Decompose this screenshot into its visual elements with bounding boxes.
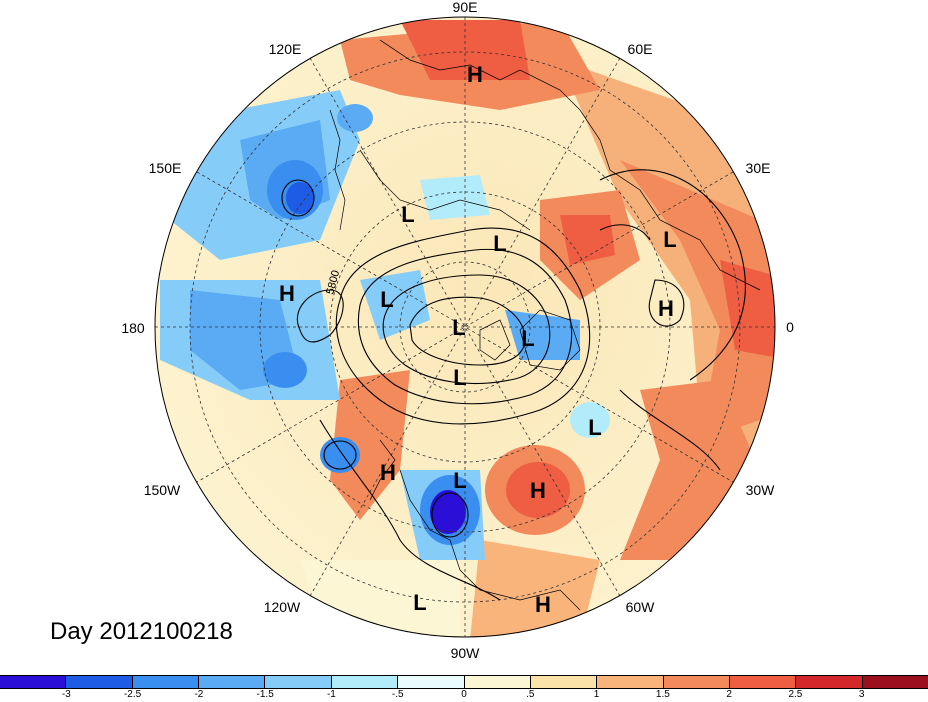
pressure-center-marker: H [535, 592, 551, 617]
lon-label-90w: 90W [451, 645, 481, 661]
anomaly-field [155, 17, 775, 637]
pressure-center-marker: L [452, 315, 465, 340]
pressure-center-marker: L [521, 326, 534, 351]
pressure-center-marker: H [380, 460, 396, 485]
colorbar-tick-label: 2 [726, 689, 732, 700]
colorbar-tick-label: -1.5 [256, 689, 274, 700]
colorbar-cell [530, 676, 598, 688]
colorbar-tick-label: -2 [194, 689, 204, 700]
colorbar-cell [663, 676, 730, 688]
colorbar-tick-label: -3 [61, 689, 71, 700]
pressure-center-marker: H [530, 478, 546, 503]
colorbar-cell [0, 676, 67, 688]
pressure-centers: H L L L H H L L L L L H L H L H [279, 62, 677, 617]
pressure-center-marker: L [663, 227, 676, 252]
pressure-center-marker: L [401, 202, 414, 227]
date-label: Day 2012100218 [50, 618, 233, 645]
colorbar [0, 675, 928, 689]
lon-label-60e: 60E [628, 41, 653, 57]
colorbar-cell [862, 676, 928, 688]
colorbar-tick-label: 1.5 [655, 689, 670, 700]
colorbar-cell [796, 676, 863, 688]
colorbar-tick-label: 0 [461, 689, 467, 700]
pressure-center-marker: H [467, 62, 483, 87]
colorbar-tick-label: 3 [858, 689, 865, 700]
colorbar-tick-label: .5 [526, 689, 535, 700]
colorbar-cell [464, 676, 531, 688]
colorbar-tick-label: 1 [593, 689, 600, 700]
pressure-center-marker: L [588, 415, 601, 440]
colorbar-tick-label: 2.5 [788, 689, 803, 700]
pressure-center-marker: H [279, 281, 295, 306]
colorbar-cell [331, 676, 399, 688]
lon-label-150w: 150W [144, 482, 181, 498]
height-contours [281, 169, 746, 601]
pressure-center-marker: L [453, 468, 466, 493]
colorbar-cell [398, 676, 465, 688]
lon-label-60w: 60W [626, 599, 656, 615]
pressure-center-marker: L [493, 231, 506, 256]
lon-label-120e: 120E [269, 41, 302, 57]
colorbar-cell [132, 676, 200, 688]
pressure-center-marker: L [453, 365, 466, 390]
colorbar-cell [597, 676, 664, 688]
pressure-center-marker: L [413, 590, 426, 615]
colorbar-tick-label: -.5 [391, 689, 404, 700]
colorbar-cell [199, 676, 266, 688]
colorbar-tick-labels: -3 -2.5 -2 -1.5 -1 -.5 0 .5 1 1.5 2 2.5 3 [0, 689, 928, 702]
coastlines [329, 39, 761, 611]
lon-label-30w: 30W [746, 482, 776, 498]
colorbar-cell [729, 676, 797, 688]
pressure-center-marker: L [380, 287, 393, 312]
colorbar-tick-label: -2.5 [123, 689, 142, 700]
colorbar-tick-label: -1 [326, 689, 336, 700]
colorbar-cell [265, 676, 332, 688]
lon-label-0: 0 [786, 319, 794, 335]
lon-label-30e: 30E [746, 160, 771, 176]
colorbar-cell [66, 676, 133, 688]
polar-map: 5800 90E 60E 30E 0 30W 60W 90W 120W 150W… [121, 0, 794, 661]
lon-label-90e: 90E [453, 0, 478, 15]
lon-label-150e: 150E [149, 160, 182, 176]
lon-label-180: 180 [121, 320, 145, 336]
graticule [155, 17, 775, 637]
longitude-labels: 90E 60E 30E 0 30W 60W 90W 120W 150W 180 … [121, 0, 794, 661]
pressure-center-marker: H [658, 296, 674, 321]
map-border [154, 16, 776, 638]
lon-label-120w: 120W [264, 599, 301, 615]
